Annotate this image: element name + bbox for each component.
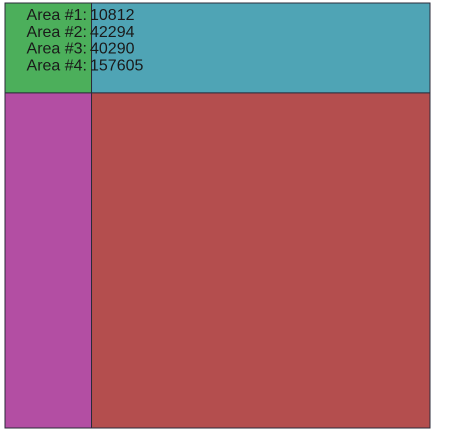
legend-value-area-2: 42294 xyxy=(90,24,135,41)
legend-label-area-2: Area #2: xyxy=(27,24,87,41)
treemap-rect-area-4 xyxy=(91,92,431,429)
treemap-rect-area-1 xyxy=(4,2,93,94)
legend-label-area-4: Area #4: xyxy=(27,57,87,74)
legend-value-area-1: 10812 xyxy=(90,7,135,24)
legend-value-area-4: 157605 xyxy=(90,57,143,74)
legend-label-area-1: Area #1: xyxy=(27,7,87,24)
legend-label-area-3: Area #3: xyxy=(27,41,87,58)
treemap-rect-area-3 xyxy=(4,92,93,429)
treemap-rect-area-2 xyxy=(91,2,431,94)
legend-value-area-3: 40290 xyxy=(90,41,135,58)
